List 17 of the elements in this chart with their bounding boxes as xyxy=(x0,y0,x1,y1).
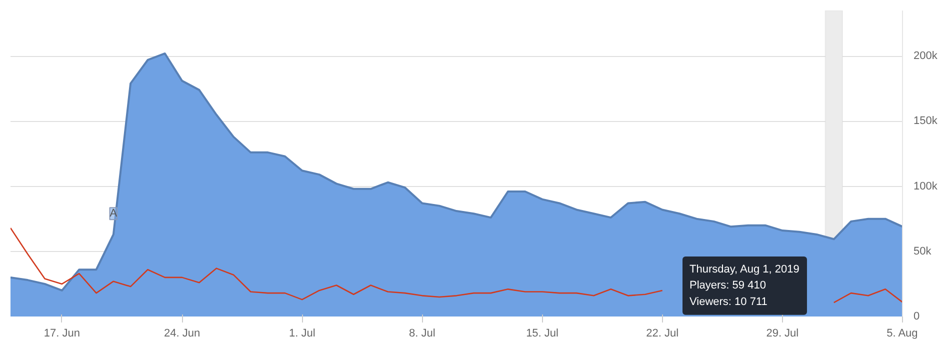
x-tick-label: 24. Jun xyxy=(164,328,200,340)
annotation: A xyxy=(110,208,118,220)
y-tick-label: 200k xyxy=(914,50,938,62)
y-tick-label: 50k xyxy=(914,245,932,258)
x-tick-label: 1. Jul xyxy=(288,328,316,340)
x-tick-label: 17. Jun xyxy=(44,328,80,340)
x-tick-label: 22. Jul xyxy=(646,328,679,340)
y-tick-label: 100k xyxy=(914,180,938,192)
annotation: Players: 59 410 xyxy=(690,280,766,292)
x-tick-label: 29. Jul xyxy=(766,328,799,340)
annotation: Viewers: 10 711 xyxy=(690,296,768,308)
y-tick-label: 150k xyxy=(914,115,938,128)
y-tick-label: 0 xyxy=(914,310,920,322)
x-tick-label: 15. Jul xyxy=(526,328,558,340)
x-tick-label: 8. Jul xyxy=(409,328,436,340)
annotation: Thursday, Aug 1, 2019 xyxy=(690,264,800,276)
x-tick-label: 5. Aug xyxy=(886,328,918,340)
